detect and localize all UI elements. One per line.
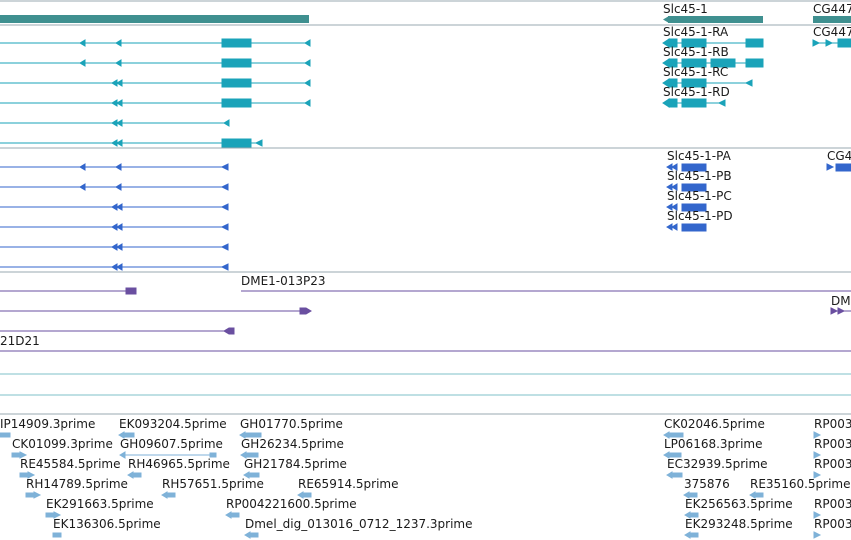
est-label[interactable]: 375876 [684, 477, 730, 491]
est-label[interactable]: RP003 [814, 517, 851, 531]
transcript-label-rd[interactable]: Slc45-1-RD [663, 85, 730, 99]
est-label[interactable]: RP003 [814, 437, 851, 451]
est-label[interactable]: GH21784.5prime [244, 457, 347, 471]
protein-slc45-1-pa[interactable] [666, 163, 707, 172]
clone-label-21d21[interactable]: 21D21 [0, 334, 40, 348]
empty-tracks [0, 373, 851, 415]
est-label[interactable]: RP003 [814, 497, 851, 511]
gene-label-slc45-1[interactable]: Slc45-1 [663, 2, 708, 16]
est-feature[interactable] [244, 531, 251, 539]
est-feature[interactable] [813, 451, 822, 459]
transcript-slc45-1-rb[interactable] [662, 58, 764, 68]
est-label[interactable]: RP003 [814, 417, 851, 431]
transcript-label-rb[interactable]: Slc45-1-RB [663, 45, 729, 59]
est-feature[interactable] [161, 491, 168, 499]
est-label[interactable]: CK02046.5prime [664, 417, 765, 431]
transcript-left-2[interactable] [0, 58, 311, 68]
est-label[interactable]: EK136306.5prime [53, 517, 161, 531]
est-feature[interactable] [0, 432, 11, 438]
transcript-left-1[interactable] [0, 38, 311, 48]
est-feature[interactable] [52, 532, 62, 538]
est-label[interactable]: RH57651.5prime [162, 477, 264, 491]
protein-label-pa[interactable]: Slc45-1-PA [667, 149, 732, 163]
est-label[interactable]: RP004221600.5prime [226, 497, 357, 511]
protein-cg4[interactable] [826, 163, 851, 172]
est-feature[interactable] [684, 531, 691, 539]
protein-label-pb[interactable]: Slc45-1-PB [667, 169, 732, 183]
transcript-label-rc[interactable]: Slc45-1-RC [663, 65, 728, 79]
protein-slc45-1-pd[interactable] [666, 223, 707, 232]
est-label[interactable]: EK093204.5prime [119, 417, 227, 431]
est-feature[interactable] [225, 511, 232, 519]
protein-left-5[interactable] [0, 243, 229, 251]
clone-dm[interactable] [830, 307, 851, 315]
est-label[interactable]: CK01099.3prime [12, 437, 113, 451]
transcript-left-3[interactable] [0, 78, 311, 88]
gene-label-cg447[interactable]: CG447 [813, 2, 851, 16]
est-label[interactable]: RH14789.5prime [26, 477, 128, 491]
est-feature[interactable] [25, 492, 35, 498]
est-label[interactable]: EK293248.5prime [685, 517, 793, 531]
transcript-slc45-1-rc[interactable] [662, 78, 753, 88]
clone-3[interactable] [0, 307, 312, 315]
est-feature[interactable] [813, 431, 822, 439]
est-label[interactable]: EK256563.5prime [685, 497, 793, 511]
protein-left-1[interactable] [0, 163, 229, 171]
est-label[interactable]: RE45584.5prime [20, 457, 121, 471]
clone-label-dme1-013p23[interactable]: DME1-013P23 [241, 274, 326, 288]
est-label[interactable]: RP003 [814, 457, 851, 471]
protein-left-4[interactable] [0, 223, 229, 231]
gene-span-left[interactable] [0, 15, 309, 23]
transcript-cg447[interactable] [812, 38, 851, 48]
protein-label-cg4[interactable]: CG4 [827, 149, 851, 163]
clone-5[interactable] [0, 327, 235, 335]
transcript-track: Slc45-1-RA Slc45-1-RB Slc45-1-RC Slc45-1… [0, 25, 851, 149]
gene-span-slc45-1[interactable] [668, 16, 763, 23]
protein-label-pd[interactable]: Slc45-1-PD [667, 209, 733, 223]
protein-slc45-1-pb[interactable] [666, 183, 707, 192]
transcript-left-5[interactable] [0, 119, 230, 127]
clone-1[interactable] [0, 287, 137, 295]
est-label[interactable]: GH26234.5prime [241, 437, 344, 451]
transcript-label-ra[interactable]: Slc45-1-RA [663, 25, 729, 39]
est-label[interactable]: RE35160.5prime [750, 477, 851, 491]
est-label[interactable]: GH01770.5prime [240, 417, 343, 431]
protein-left-2[interactable] [0, 183, 229, 191]
est-label[interactable]: IP14909.3prime [0, 417, 95, 431]
gene-strand-arrow [663, 16, 669, 23]
clone-track: DME1-013P23 DM 21D21 [0, 274, 851, 352]
protein-track: Slc45-1-PA Slc45-1-PB Slc45-1-PC Slc45-1… [0, 149, 851, 273]
transcript-slc45-1-rd[interactable] [662, 98, 726, 108]
protein-left-3[interactable] [0, 203, 229, 211]
est-label[interactable]: EC32939.5prime [667, 457, 768, 471]
est-feature[interactable] [813, 471, 822, 479]
transcript-slc45-1-ra[interactable] [662, 38, 764, 48]
est-label[interactable]: GH09607.5prime [120, 437, 223, 451]
protein-label-pc[interactable]: Slc45-1-PC [667, 189, 732, 203]
protein-left-6[interactable] [0, 263, 229, 271]
est-label[interactable]: RH46965.5prime [128, 457, 230, 471]
gene-track: Slc45-1 CG447 [0, 0, 851, 26]
est-feature[interactable] [813, 531, 822, 539]
est-feature[interactable] [127, 471, 134, 479]
transcript-left-4[interactable] [0, 98, 311, 108]
est-label[interactable]: RE65914.5prime [298, 477, 399, 491]
transcript-label-cg447[interactable]: CG447 [813, 25, 851, 39]
clone-label-dm[interactable]: DM [831, 294, 851, 308]
est-feature[interactable] [666, 471, 673, 479]
gene-span-cg447[interactable] [813, 16, 851, 23]
est-feature[interactable] [813, 511, 822, 519]
est-track: IP14909.3prime EK093204.5prime GH01770.5… [0, 417, 851, 539]
est-label[interactable]: EK291663.5prime [46, 497, 154, 511]
est-feature[interactable] [119, 451, 126, 459]
est-feature[interactable] [11, 452, 21, 458]
est-label[interactable]: LP06168.3prime [664, 437, 763, 451]
transcript-left-6[interactable] [0, 138, 263, 148]
protein-slc45-1-pc[interactable] [666, 203, 707, 212]
est-label[interactable]: Dmel_dig_013016_0712_1237.3prime [245, 517, 473, 531]
